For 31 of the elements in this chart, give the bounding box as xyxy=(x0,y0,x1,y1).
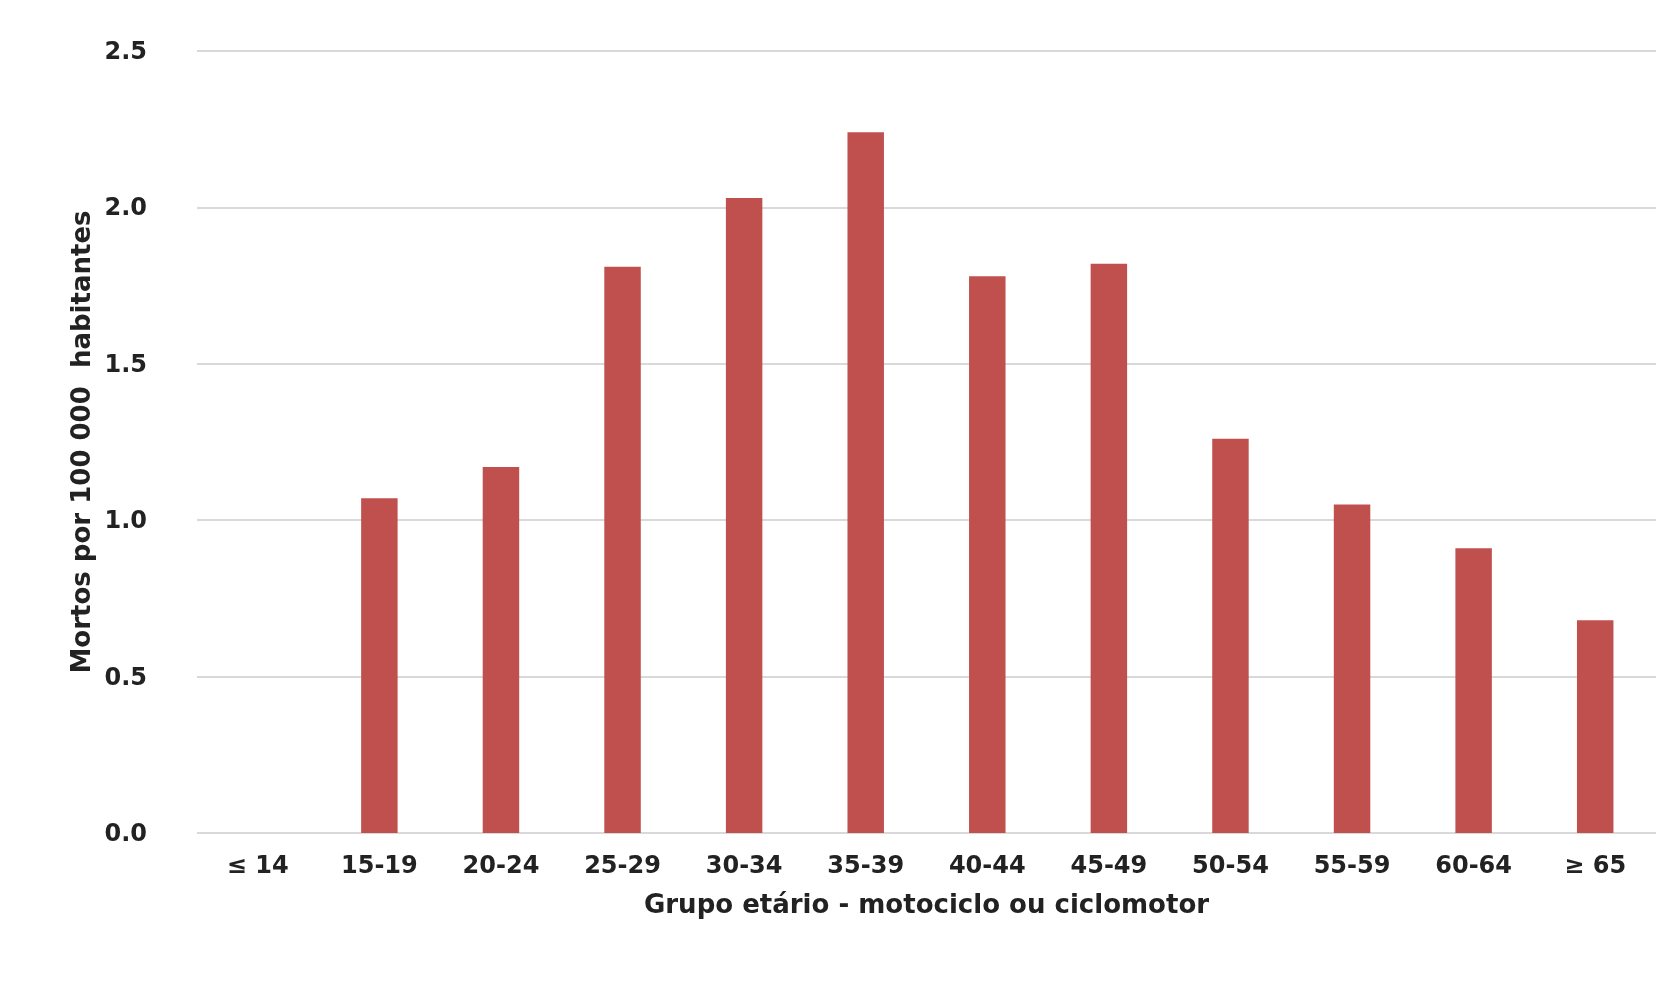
x-tick-label: 50-54 xyxy=(1192,851,1269,879)
bar xyxy=(1576,620,1614,833)
x-tick-label: ≥ 65 xyxy=(1564,851,1627,879)
bar xyxy=(1090,263,1128,833)
bar xyxy=(847,132,884,833)
y-tick-label: 1.5 xyxy=(104,349,147,378)
y-tick-label: 0.0 xyxy=(104,819,147,847)
y-tick-label: 2.0 xyxy=(104,193,147,222)
bar xyxy=(1333,504,1371,833)
y-tick-label: 1.0 xyxy=(104,506,147,535)
x-axis-title: Grupo etário - motociclo ou ciclomotor xyxy=(643,889,1210,919)
x-tick-label: 20-24 xyxy=(462,851,540,879)
bar xyxy=(1455,548,1492,833)
y-axis-title: Mortos por 100 000 habitantes xyxy=(65,210,96,674)
x-tick-label: 15-19 xyxy=(340,851,418,879)
x-tick-label: 55-59 xyxy=(1313,851,1391,879)
y-tick-label: 2.5 xyxy=(104,37,147,65)
bar xyxy=(482,467,520,833)
bar xyxy=(361,498,398,833)
x-tick-label: 45-49 xyxy=(1070,851,1148,879)
x-tick-label: ≤ 14 xyxy=(226,851,289,879)
x-tick-label: 60-64 xyxy=(1435,851,1513,879)
y-tick-label: 0.5 xyxy=(104,662,147,691)
bar xyxy=(969,276,1006,833)
bar xyxy=(1212,438,1249,833)
x-tick-label: 30-34 xyxy=(705,851,783,879)
bar xyxy=(725,198,763,833)
x-tick-label: 40-44 xyxy=(948,851,1026,879)
x-tick-label: 35-39 xyxy=(827,851,905,879)
bar xyxy=(604,266,641,833)
x-tick-label: 25-29 xyxy=(584,851,661,879)
